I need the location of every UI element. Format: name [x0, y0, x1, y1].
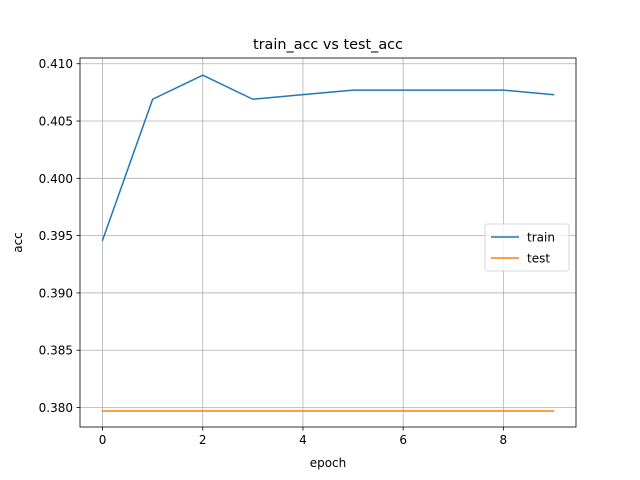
- y-tick-label: 0.410: [39, 57, 73, 71]
- x-tick-label: 4: [299, 433, 307, 447]
- x-axis-label: epoch: [310, 456, 347, 470]
- x-tick-label: 2: [199, 433, 207, 447]
- series-layer: [101, 74, 555, 412]
- y-tick-label: 0.390: [39, 286, 73, 300]
- plot-frame: [79, 57, 577, 428]
- legend: train test: [484, 223, 570, 272]
- y-tick-label: 0.400: [39, 172, 73, 186]
- y-tick-label: 0.385: [39, 344, 73, 358]
- legend-label-test: test: [527, 252, 550, 266]
- grid: [80, 58, 576, 427]
- x-tick-label: 8: [500, 433, 508, 447]
- y-tick-label: 0.405: [39, 115, 73, 129]
- y-tick-label: 0.380: [39, 401, 73, 415]
- legend-label-train: train: [527, 231, 555, 245]
- y-axis-label: acc: [11, 232, 25, 253]
- chart-title: train_acc vs test_acc: [253, 37, 403, 53]
- y-tick-label: 0.395: [39, 229, 73, 243]
- x-tick-label: 6: [399, 433, 407, 447]
- x-tick-label: 0: [99, 433, 107, 447]
- series-line-train: [101, 74, 555, 242]
- ticks: 0 2 4 6 8 0.380 0.385 0.390 0.395 0.400 0.405 0.410: [39, 57, 508, 447]
- legend-box: [484, 223, 570, 272]
